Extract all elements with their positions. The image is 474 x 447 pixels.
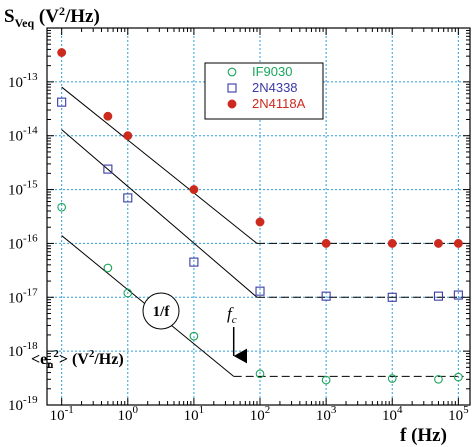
- data-point-2n4338: [453, 290, 463, 300]
- y-axis-title: SVeq (V2/Hz): [4, 4, 100, 30]
- data-point-2n4118a: [103, 111, 113, 121]
- en-label-pre: <e: [31, 351, 47, 368]
- fc-label-base: f: [227, 304, 234, 323]
- y-axis-title-sub: Veq: [15, 16, 35, 30]
- data-point-2n4338: [189, 257, 199, 267]
- plot-border: [46, 27, 471, 406]
- x-axis-title: f (Hz): [400, 425, 447, 446]
- x-tick-label: 10-1: [50, 404, 74, 424]
- en-label-post: /Hz): [93, 351, 123, 368]
- y-axis-title-units-post: /Hz): [64, 6, 100, 27]
- x-tick-label: 105: [448, 404, 469, 424]
- data-point-2n4338: [57, 97, 67, 107]
- one-over-f-fit-line: [61, 86, 258, 244]
- y-tick-label: 10-18: [8, 340, 38, 360]
- y-axis-title-base: S: [4, 6, 15, 27]
- x-tick-label: 104: [382, 404, 403, 424]
- x-tick-label: 102: [250, 404, 271, 424]
- data-point-if9030: [454, 372, 463, 382]
- legend-marker-if9030: [227, 67, 237, 77]
- legend-label-2n4338: 2N4338: [252, 80, 298, 95]
- data-point-if9030: [189, 331, 199, 341]
- data-point-if9030: [123, 288, 133, 298]
- data-point-2n4118a: [453, 238, 463, 248]
- legend-label-2n4118a: 2N4118A: [252, 96, 306, 111]
- one-over-f-fit-line: [61, 129, 258, 298]
- en-label: <en2> (V2/Hz): [31, 348, 124, 371]
- y-tick-label: 10-16: [8, 232, 38, 252]
- data-point-2n4338: [123, 193, 133, 203]
- data-point-2n4338: [321, 291, 331, 301]
- y-axis-title-units: (V: [34, 6, 59, 27]
- data-point-if9030: [57, 202, 67, 212]
- data-point-2n4118a: [434, 238, 443, 248]
- data-point-2n4338: [103, 164, 113, 174]
- y-tick-label: 10-19: [8, 394, 38, 414]
- en-label-sup: 2: [53, 348, 59, 360]
- data-point-2n4338: [433, 291, 444, 301]
- fc-label: fc: [227, 304, 237, 326]
- y-tick-label: 10-17: [8, 286, 38, 306]
- data-point-2n4118a: [57, 48, 67, 58]
- plot-frame: [46, 27, 471, 406]
- axis-ticks: 10-1 100 101 102 103 104 105 10-13 10-14 10-15 10-…: [8, 28, 470, 424]
- y-tick-label: 10-13: [8, 71, 38, 91]
- data-point-if9030: [103, 263, 113, 273]
- fit-lines: [61, 86, 464, 377]
- data-points: [57, 48, 463, 385]
- fc-annotation: fc: [227, 304, 248, 364]
- fc-label-sub: c: [232, 314, 237, 326]
- legend-marker-2n4118a: [227, 99, 237, 109]
- data-point-2n4118a: [321, 238, 331, 248]
- one-over-f-label: 1/f: [153, 304, 171, 320]
- data-point-2n4338: [255, 286, 265, 296]
- data-point-if9030: [387, 374, 397, 383]
- x-tick-label: 100: [118, 404, 139, 424]
- data-point-2n4118a: [123, 131, 133, 141]
- one-over-f-annotation: 1/f: [142, 292, 180, 330]
- data-point-if9030: [434, 374, 443, 384]
- x-tick-label: 101: [184, 404, 205, 424]
- y-axis-title-units-sup: 2: [59, 4, 65, 18]
- data-point-2n4118a: [189, 185, 199, 195]
- legend-label-if9030: IF9030: [252, 64, 292, 79]
- data-point-2n4338: [387, 292, 397, 302]
- legend-marker-2n4338: [227, 83, 237, 93]
- one-over-f-circle: [142, 292, 180, 330]
- y-tick-label: 10-15: [8, 179, 38, 199]
- en-label-sup2: 2: [89, 348, 95, 360]
- en-label-sub: n: [47, 359, 53, 371]
- x-tick-label: 103: [316, 404, 337, 424]
- grid: [47, 28, 470, 406]
- data-point-2n4118a: [255, 217, 265, 227]
- y-tick-label: 10-14: [8, 125, 38, 145]
- data-point-if9030: [255, 369, 265, 379]
- legend-box: [204, 62, 324, 120]
- data-point-2n4118a: [387, 238, 397, 248]
- data-point-if9030: [321, 375, 331, 385]
- en-label-mid: > (V: [59, 351, 89, 368]
